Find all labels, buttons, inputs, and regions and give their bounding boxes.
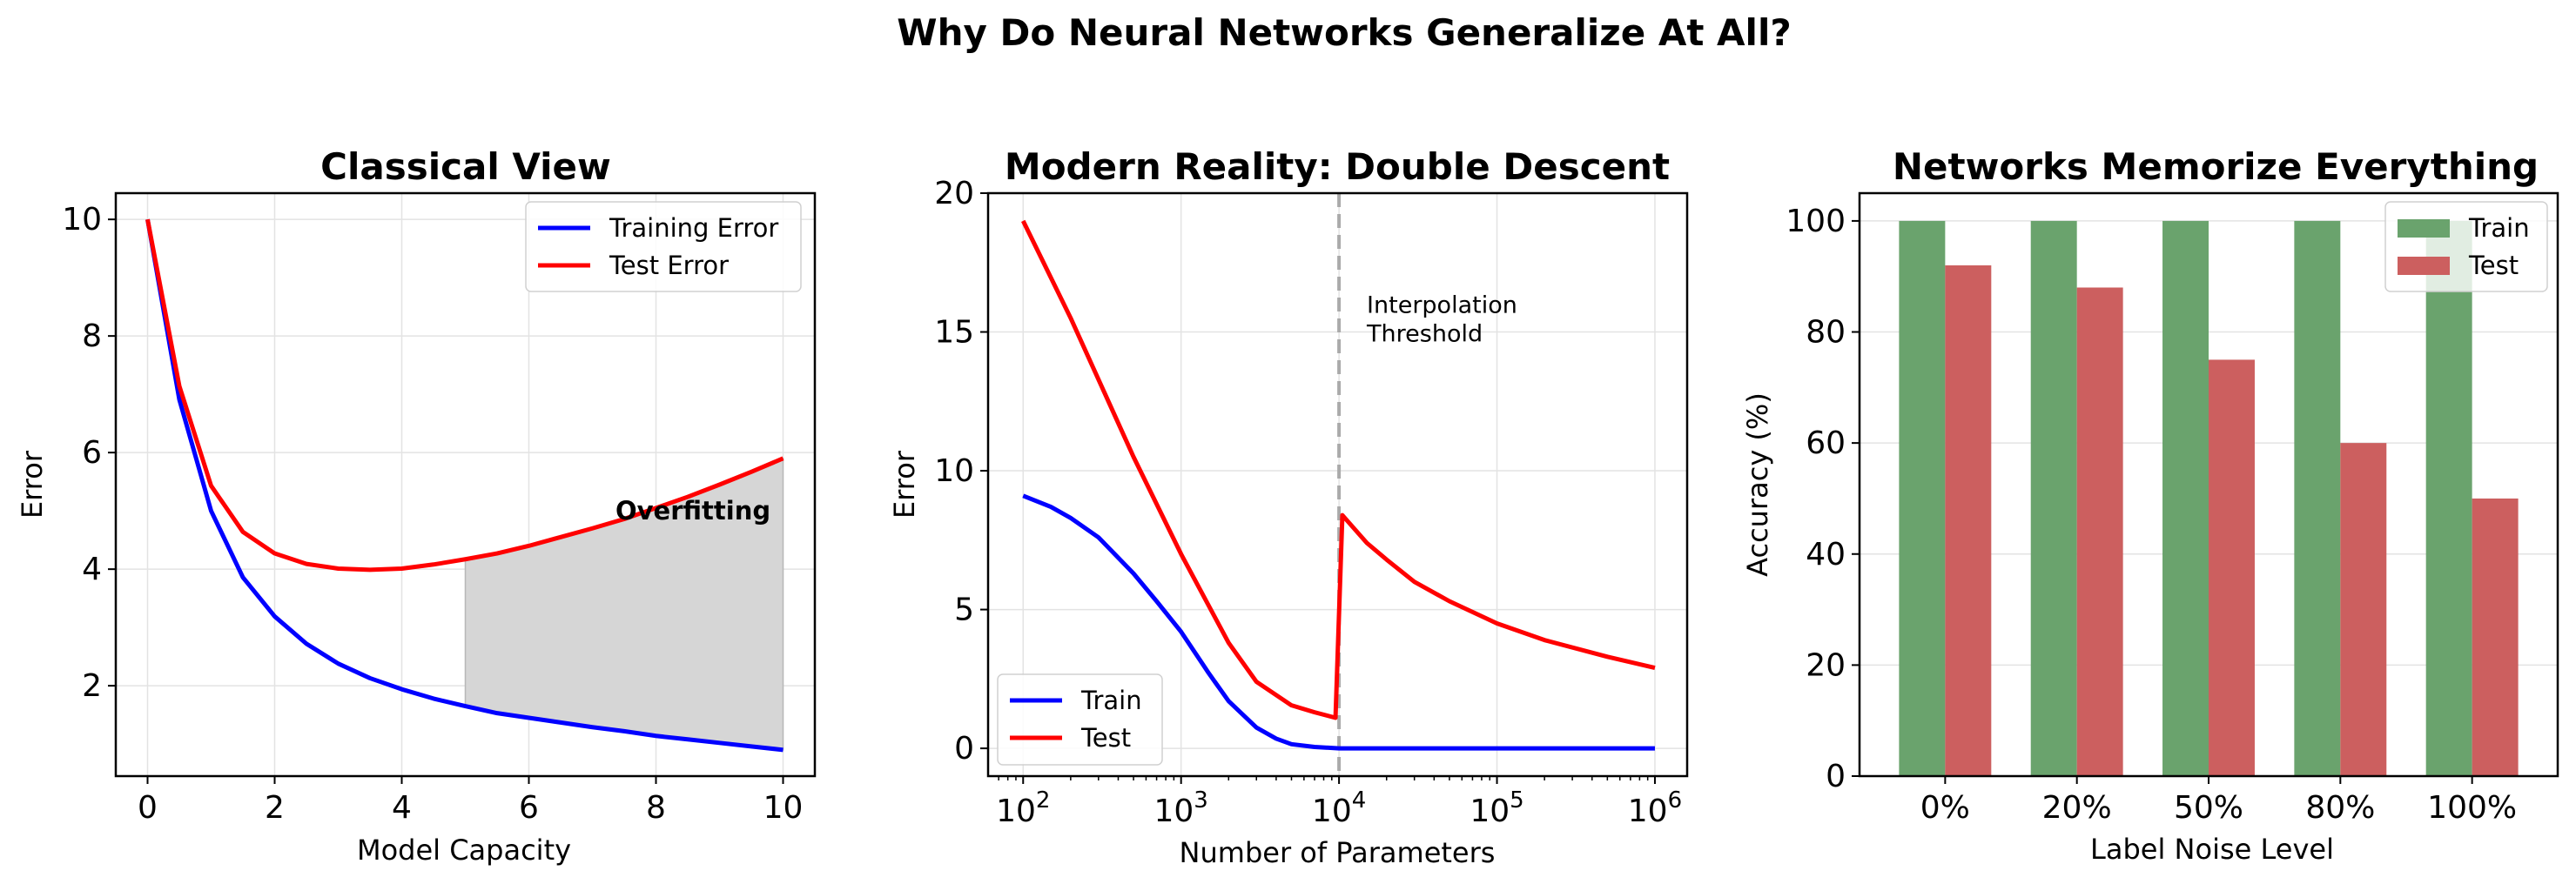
bar-train — [2162, 220, 2209, 776]
legend: Train Test — [2384, 201, 2548, 292]
legend-swatch — [2398, 219, 2450, 238]
threshold-label: Threshold — [1366, 321, 1483, 348]
threshold-label: Interpolation — [1367, 292, 1517, 319]
x-tick-label: 100% — [2427, 790, 2517, 826]
bar-test — [2340, 443, 2387, 776]
bar-train — [1899, 220, 1946, 776]
x-tick-label: 2 — [265, 790, 285, 826]
x-tick-label: 0% — [1920, 790, 1970, 826]
x-axis-label: Model Capacity — [357, 834, 571, 867]
y-tick-label: 15 — [934, 315, 974, 351]
bar-test — [2076, 287, 2123, 776]
legend-box — [997, 673, 1163, 766]
x-tick-label: 20% — [2042, 790, 2112, 826]
annotations: Overfitting — [615, 496, 770, 526]
series-line — [145, 218, 784, 753]
series-lines — [1021, 219, 1656, 751]
panel-title: Networks Memorize Everything — [1893, 145, 2539, 188]
y-tick-label: 20 — [1806, 647, 1846, 683]
bar-test — [2472, 498, 2519, 776]
y-tick-label: 2 — [82, 668, 102, 704]
x-tick-label: 102 — [996, 787, 1050, 829]
legend-label: Training Error — [609, 213, 778, 243]
bars — [1899, 220, 2519, 776]
series-line — [1022, 493, 1655, 751]
axis-ticks: 0 20 40 60 80 100 0% 20% 50% 80% 100% — [1786, 204, 2517, 826]
y-tick-label: 10 — [62, 202, 102, 238]
x-tick-label: 4 — [392, 790, 412, 826]
bar-train — [2030, 220, 2077, 776]
bar-train — [2425, 220, 2472, 776]
plot-frame — [114, 191, 817, 778]
panel-memorization: Networks Memorize Everything 0 20 40 60 80 10… — [1741, 145, 2559, 866]
y-tick-label: 4 — [82, 552, 102, 587]
legend-label: Test Error — [609, 251, 729, 280]
y-tick-label: 80 — [1806, 315, 1846, 351]
legend: Train Test — [997, 673, 1163, 766]
x-tick-label: 103 — [1153, 787, 1207, 829]
y-tick-label: 0 — [1826, 759, 1846, 794]
y-tick-label: 6 — [82, 435, 102, 471]
figure-title: Why Do Neural Networks Generalize At All… — [897, 11, 1791, 54]
x-axis-label: Label Noise Level — [2090, 833, 2334, 866]
legend-label: Train — [1080, 686, 1142, 715]
x-tick-label: 105 — [1470, 787, 1523, 829]
legend-label: Train — [2468, 213, 2530, 243]
x-tick-label: 6 — [519, 790, 539, 826]
y-axis-label: Accuracy (%) — [1741, 392, 1774, 577]
x-tick-label: 80% — [2305, 790, 2375, 826]
x-tick-label: 8 — [646, 790, 666, 826]
y-axis-label: Error — [888, 450, 921, 519]
y-axis-label: Error — [16, 450, 49, 519]
plot-frame — [986, 191, 1689, 778]
series-line — [1021, 219, 1656, 720]
overfitting-label: Overfitting — [615, 496, 770, 526]
panel-double-descent: Modern Reality: Double Descent 102 103 104… — [888, 145, 1689, 869]
series-lines — [145, 218, 784, 753]
bar-train — [2294, 220, 2341, 776]
x-tick-label: 10 — [763, 790, 804, 826]
legend-label: Test — [1080, 723, 1131, 753]
bar-test — [1945, 265, 1992, 776]
x-tick-label: 106 — [1628, 787, 1682, 829]
panel-classical-view: Classical View 0 2 4 6 8 10 2 4 6 8 10 Model Capac… — [16, 145, 817, 867]
x-tick-label: 50% — [2174, 790, 2243, 826]
legend: Training Error Test Error — [525, 201, 802, 292]
x-axis-label: Number of Parameters — [1180, 836, 1496, 869]
y-tick-label: 0 — [954, 731, 974, 767]
legend-swatch — [2398, 257, 2450, 275]
bar-test — [2209, 359, 2255, 776]
series-line — [145, 218, 784, 573]
legend-box — [525, 201, 802, 292]
panel-title: Classical View — [320, 145, 611, 188]
axis-ticks: 0 2 4 6 8 10 2 4 6 8 10 — [62, 202, 803, 826]
x-tick-label: 104 — [1312, 787, 1366, 829]
y-tick-label: 8 — [82, 318, 102, 354]
x-tick-label: 0 — [138, 790, 158, 826]
axis-ticks: 102 103 104 105 106 0 5 10 15 20 — [934, 176, 1682, 829]
y-tick-label: 100 — [1786, 204, 1846, 239]
y-tick-label: 40 — [1806, 537, 1846, 573]
y-tick-label: 5 — [954, 593, 974, 628]
y-tick-label: 60 — [1806, 425, 1846, 461]
y-tick-label: 10 — [934, 453, 974, 489]
panel-title: Modern Reality: Double Descent — [1005, 145, 1670, 188]
legend-label: Test — [2468, 251, 2519, 280]
y-tick-label: 20 — [934, 176, 974, 211]
